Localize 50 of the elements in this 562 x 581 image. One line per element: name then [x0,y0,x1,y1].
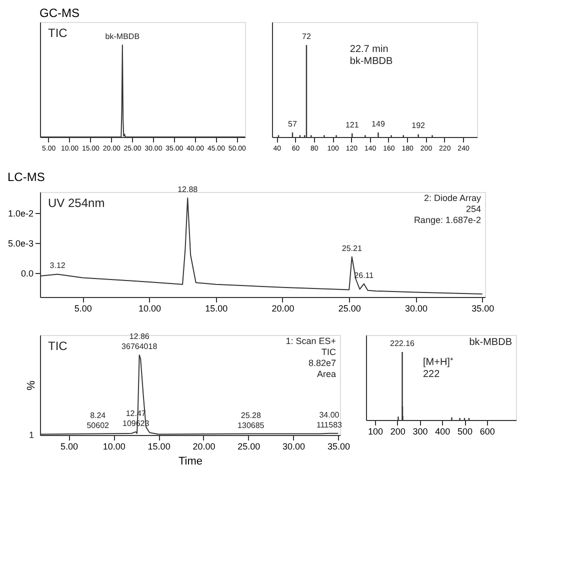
annotation: 149 [372,119,386,128]
annotation: 12.88 [178,185,198,194]
x-tick-label: 15.00 [148,442,170,452]
y-tick-label: 5.0e-3 [8,238,34,248]
x-tick-label: 35.00 [327,442,350,452]
chart-title: GC-MS [40,6,80,20]
annotation: 72 [302,32,312,41]
annotation: 121 [345,120,360,130]
x-tick-label: 300 [412,426,428,436]
chart-title: LC-MS [7,170,45,184]
annotation: 1: Scan ES+ TIC 8.82e7 Area [286,336,336,379]
x-tick-label: 500 [457,426,473,436]
x-tick-label: 10.00 [138,304,162,314]
annotation: 57 [288,119,298,128]
annotation: 8.24 50602 [86,410,110,430]
x-tick-label: 600 [480,426,495,436]
x-tick-label: 100 [368,426,383,436]
annotation: 34.00 111583 [316,410,343,430]
x-tick-label: 5.00 [74,304,92,314]
y-tick-label: 1.0e-2 [8,208,34,218]
text: TIC [48,339,68,353]
x-tick-label: 20.00 [272,304,294,314]
text: TIC [48,26,68,40]
annotation: 12.86 36764018 [122,332,158,351]
text: 1 [28,430,34,440]
y-tick-label: 0.0 [20,268,34,278]
x-tick-label: 25.00 [338,304,361,314]
x-tick-label: 25.00 [238,442,260,452]
x-tick-label: 30.00 [282,442,306,452]
x-tick-label: 10.00 [102,442,126,452]
x-tick-label: 200 [390,426,406,436]
annotation: 25.28 130685 [238,410,265,430]
annotation: 22.7 min bk-MBDB [350,44,394,67]
annotation: 3.12 [50,261,66,270]
x-tick-label: 35.00 [472,304,494,314]
annotation: UV 254nm [48,196,105,210]
text: bk-MBDB [469,337,512,348]
x-tick-label: 400 [435,426,450,436]
x-tick-label: 20.00 [192,442,216,452]
y-axis-title: % [26,380,38,390]
annotation: bk-MBDB [105,32,140,41]
x-axis-title: Time [178,456,203,468]
annotation: 2: Diode Array 254 Range: 1.687e-2 [414,193,482,225]
x-tick-label: 5.00 [60,442,78,452]
annotation: 192 [412,121,426,130]
x-tick-label: 15.00 [205,304,228,314]
annotation: [M+H]⁺ 222 [423,357,454,380]
annotation: 25.21 [342,244,362,253]
x-tick-label: 30.00 [404,304,428,314]
annotation: 222.16 [390,339,416,348]
